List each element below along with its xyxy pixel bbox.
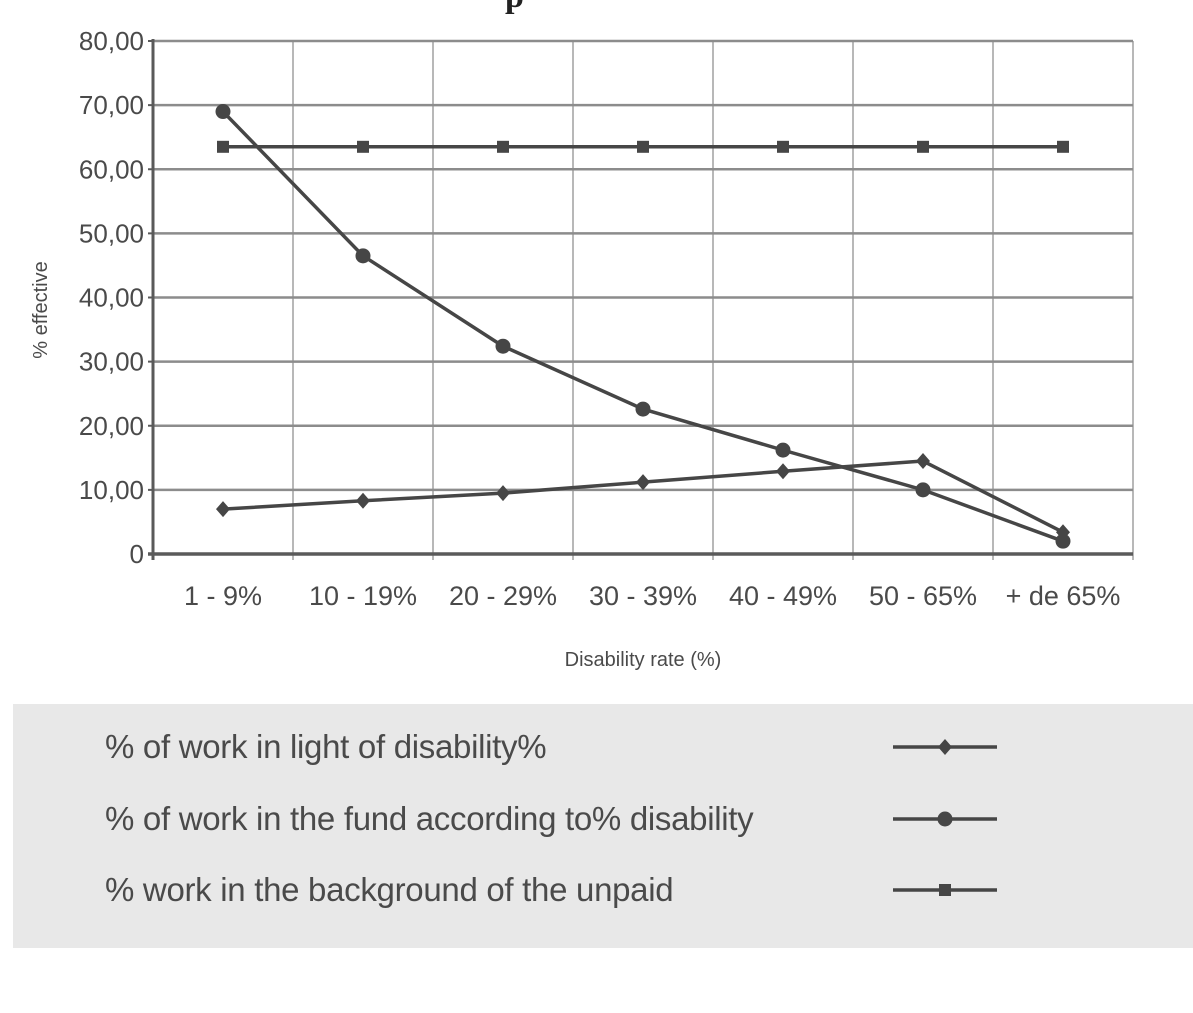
legend-item-square: % work in the background of the unpaid [105, 870, 674, 910]
square-marker-icon [637, 140, 649, 153]
y-tick-label: 0 [130, 539, 144, 569]
x-tick-label: 30 - 39% [589, 581, 697, 611]
diamond-marker-icon [776, 463, 790, 480]
legend-label: % work in the background of the unpaid [105, 871, 674, 908]
circle-marker-icon [893, 811, 997, 827]
square-marker-icon [777, 140, 789, 153]
gridlines [153, 39, 1134, 560]
square-marker-icon [893, 884, 997, 896]
y-axis-label: % effective [30, 261, 52, 358]
y-tick-label: 30,00 [79, 347, 144, 377]
y-tick-label: 60,00 [79, 154, 144, 184]
diamond-marker-icon [356, 492, 370, 509]
legend-item-circle: % of work in the fund according to% disa… [105, 799, 754, 839]
circle-marker-icon [495, 338, 511, 354]
diamond-marker-icon [496, 485, 510, 502]
chart-title-fragment: p [505, 0, 524, 16]
circle-marker-icon [355, 248, 371, 264]
diamond-marker-icon [893, 739, 997, 755]
y-tick-label: 10,00 [79, 475, 144, 505]
x-tick-label: 50 - 65% [869, 581, 977, 611]
legend-label: % of work in the fund according to% disa… [105, 800, 754, 837]
line-chart: 0 10,00 20,00 30,00 40,00 50,00 60,00 70,00 80,0… [30, 26, 1134, 671]
circle-marker-icon [775, 442, 791, 458]
diamond-marker-icon [636, 474, 650, 491]
y-tick-label: 50,00 [79, 218, 144, 248]
square-marker-icon [357, 140, 369, 153]
x-tick-label: 20 - 29% [449, 581, 557, 611]
y-tick-label: 20,00 [79, 411, 144, 441]
x-axis-ticks: 1 - 9% 10 - 19% 20 - 29% 30 - 39% 40 - 49% 50… [184, 581, 1120, 611]
diamond-marker-icon [216, 501, 230, 518]
x-axis-label: Disability rate (%) [565, 649, 722, 671]
square-marker-icon [1057, 140, 1069, 153]
x-tick-label: 40 - 49% [729, 581, 837, 611]
legend-item-diamond: % of work in light of disability% [105, 727, 547, 767]
legend: % of work in light of disability% % of w… [13, 704, 1193, 948]
x-tick-label: 1 - 9% [184, 581, 262, 611]
circle-marker-icon [635, 401, 651, 417]
circle-marker-icon [215, 104, 231, 120]
y-tick-label: 40,00 [79, 283, 144, 313]
y-axis-ticks: 0 10,00 20,00 30,00 40,00 50,00 60,00 70,00 80,0… [79, 26, 144, 569]
y-tick-label: 80,00 [79, 26, 144, 56]
series-lines [215, 104, 1071, 549]
legend-label: % of work in light of disability% [105, 728, 547, 765]
diamond-marker-icon [916, 453, 930, 470]
square-marker-icon [917, 140, 929, 153]
circle-marker-icon [1055, 533, 1071, 549]
axes [148, 39, 1133, 560]
square-marker-icon [217, 140, 229, 153]
x-tick-label: 10 - 19% [309, 581, 417, 611]
circle-marker-icon [915, 482, 931, 498]
x-tick-label: + de 65% [1006, 581, 1121, 611]
y-tick-label: 70,00 [79, 90, 144, 120]
square-marker-icon [497, 140, 509, 153]
